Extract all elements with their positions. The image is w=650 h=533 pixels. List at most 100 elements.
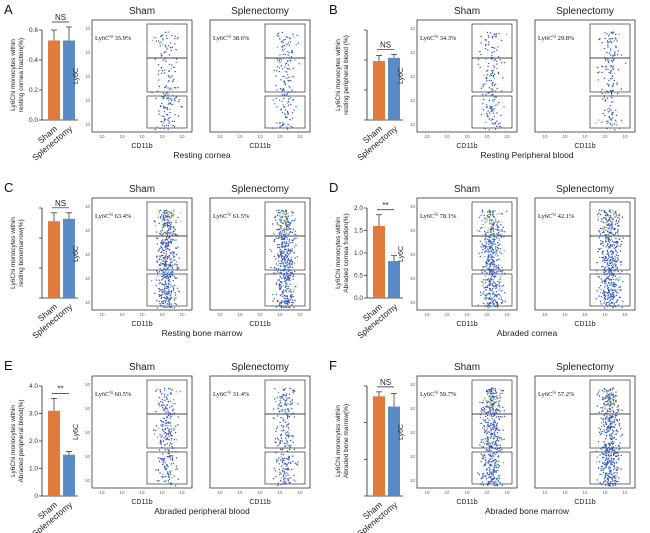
event-dot bbox=[279, 251, 282, 253]
event-dot bbox=[291, 51, 293, 54]
event-dot bbox=[487, 44, 490, 46]
event-dot bbox=[491, 446, 494, 448]
event-dot bbox=[159, 390, 162, 393]
event-dot bbox=[617, 259, 619, 261]
event-dot bbox=[490, 429, 492, 431]
event-dot bbox=[176, 268, 179, 270]
event-dot bbox=[496, 287, 498, 289]
event-dot bbox=[609, 412, 611, 415]
event-dot bbox=[173, 398, 175, 401]
event-dot bbox=[609, 418, 611, 420]
event-dot bbox=[290, 444, 292, 447]
event-dot bbox=[609, 396, 611, 398]
event-dot bbox=[162, 122, 165, 124]
event-dot bbox=[292, 435, 294, 437]
event-dot bbox=[614, 397, 616, 399]
event-dot bbox=[275, 75, 277, 77]
event-dot bbox=[156, 243, 158, 245]
event-dot bbox=[171, 446, 173, 448]
event-dot bbox=[504, 272, 506, 275]
event-dot bbox=[158, 427, 160, 429]
event-dot bbox=[167, 241, 170, 243]
event-dot bbox=[607, 238, 609, 241]
event-dot bbox=[275, 430, 277, 433]
event-dot bbox=[606, 269, 608, 271]
event-dot bbox=[599, 233, 602, 235]
event-dot bbox=[167, 410, 169, 412]
event-dot bbox=[501, 416, 503, 418]
event-dot bbox=[601, 474, 603, 476]
event-dot bbox=[612, 68, 614, 70]
event-dot bbox=[608, 394, 610, 396]
event-dot bbox=[282, 222, 284, 225]
event-dot bbox=[609, 210, 611, 212]
event-dot bbox=[486, 215, 489, 217]
event-dot bbox=[175, 468, 177, 471]
event-dot bbox=[163, 465, 166, 467]
event-dot bbox=[497, 46, 499, 48]
event-dot bbox=[284, 301, 286, 304]
event-dot bbox=[488, 267, 491, 269]
event-dot bbox=[491, 256, 494, 258]
event-dot bbox=[501, 90, 503, 92]
event-dot bbox=[175, 451, 177, 453]
event-dots bbox=[477, 31, 508, 131]
event-dot bbox=[605, 240, 607, 242]
event-dot bbox=[615, 260, 617, 262]
event-dot bbox=[483, 98, 485, 101]
event-dot bbox=[170, 425, 172, 427]
event-dot bbox=[166, 37, 168, 40]
event-dot bbox=[174, 263, 176, 265]
event-dot bbox=[598, 237, 601, 239]
event-dot bbox=[493, 423, 495, 426]
event-dot bbox=[165, 293, 167, 295]
event-dot bbox=[491, 55, 493, 57]
event-dot bbox=[294, 233, 296, 235]
event-dot bbox=[162, 223, 165, 225]
event-dot bbox=[493, 434, 496, 436]
event-dot bbox=[493, 436, 495, 438]
event-dot bbox=[492, 428, 495, 430]
event-dot bbox=[605, 435, 608, 437]
event-dot bbox=[169, 294, 171, 296]
event-dot bbox=[167, 292, 170, 294]
event-dot bbox=[280, 453, 283, 455]
event-dot bbox=[605, 271, 607, 273]
event-dot bbox=[611, 276, 614, 279]
event-dot bbox=[603, 403, 605, 405]
event-dot bbox=[486, 260, 488, 263]
decade-tick-y: 10 bbox=[85, 252, 91, 257]
event-dot bbox=[487, 443, 489, 445]
event-dot bbox=[165, 124, 168, 127]
event-dot bbox=[499, 446, 502, 449]
event-dot bbox=[288, 469, 290, 471]
event-dot bbox=[278, 209, 280, 211]
event-dot bbox=[280, 302, 283, 304]
event-dot bbox=[484, 420, 486, 423]
y-tick-label: 0.5 bbox=[354, 273, 363, 280]
event-dot bbox=[493, 84, 496, 87]
event-dot bbox=[161, 229, 164, 231]
event-dot bbox=[289, 119, 291, 121]
event-dot bbox=[610, 404, 612, 407]
event-dot bbox=[277, 264, 279, 266]
event-dot bbox=[275, 475, 277, 478]
event-dot bbox=[170, 261, 172, 263]
event-dot bbox=[284, 256, 286, 258]
event-dot bbox=[486, 432, 488, 434]
event-dot bbox=[606, 276, 608, 279]
event-dot bbox=[170, 269, 172, 271]
event-dot bbox=[606, 292, 609, 294]
event-dot bbox=[604, 400, 606, 403]
event-dot bbox=[160, 254, 163, 257]
event-dot bbox=[495, 60, 498, 63]
event-dot bbox=[614, 426, 616, 428]
event-dot bbox=[481, 409, 483, 411]
event-dot bbox=[495, 125, 498, 127]
event-dot bbox=[281, 410, 283, 412]
event-dot bbox=[616, 222, 618, 225]
y-tick-label: 0.4 bbox=[29, 57, 38, 64]
event-dot bbox=[153, 429, 155, 431]
event-dot bbox=[292, 441, 294, 443]
event-dot bbox=[609, 388, 612, 390]
